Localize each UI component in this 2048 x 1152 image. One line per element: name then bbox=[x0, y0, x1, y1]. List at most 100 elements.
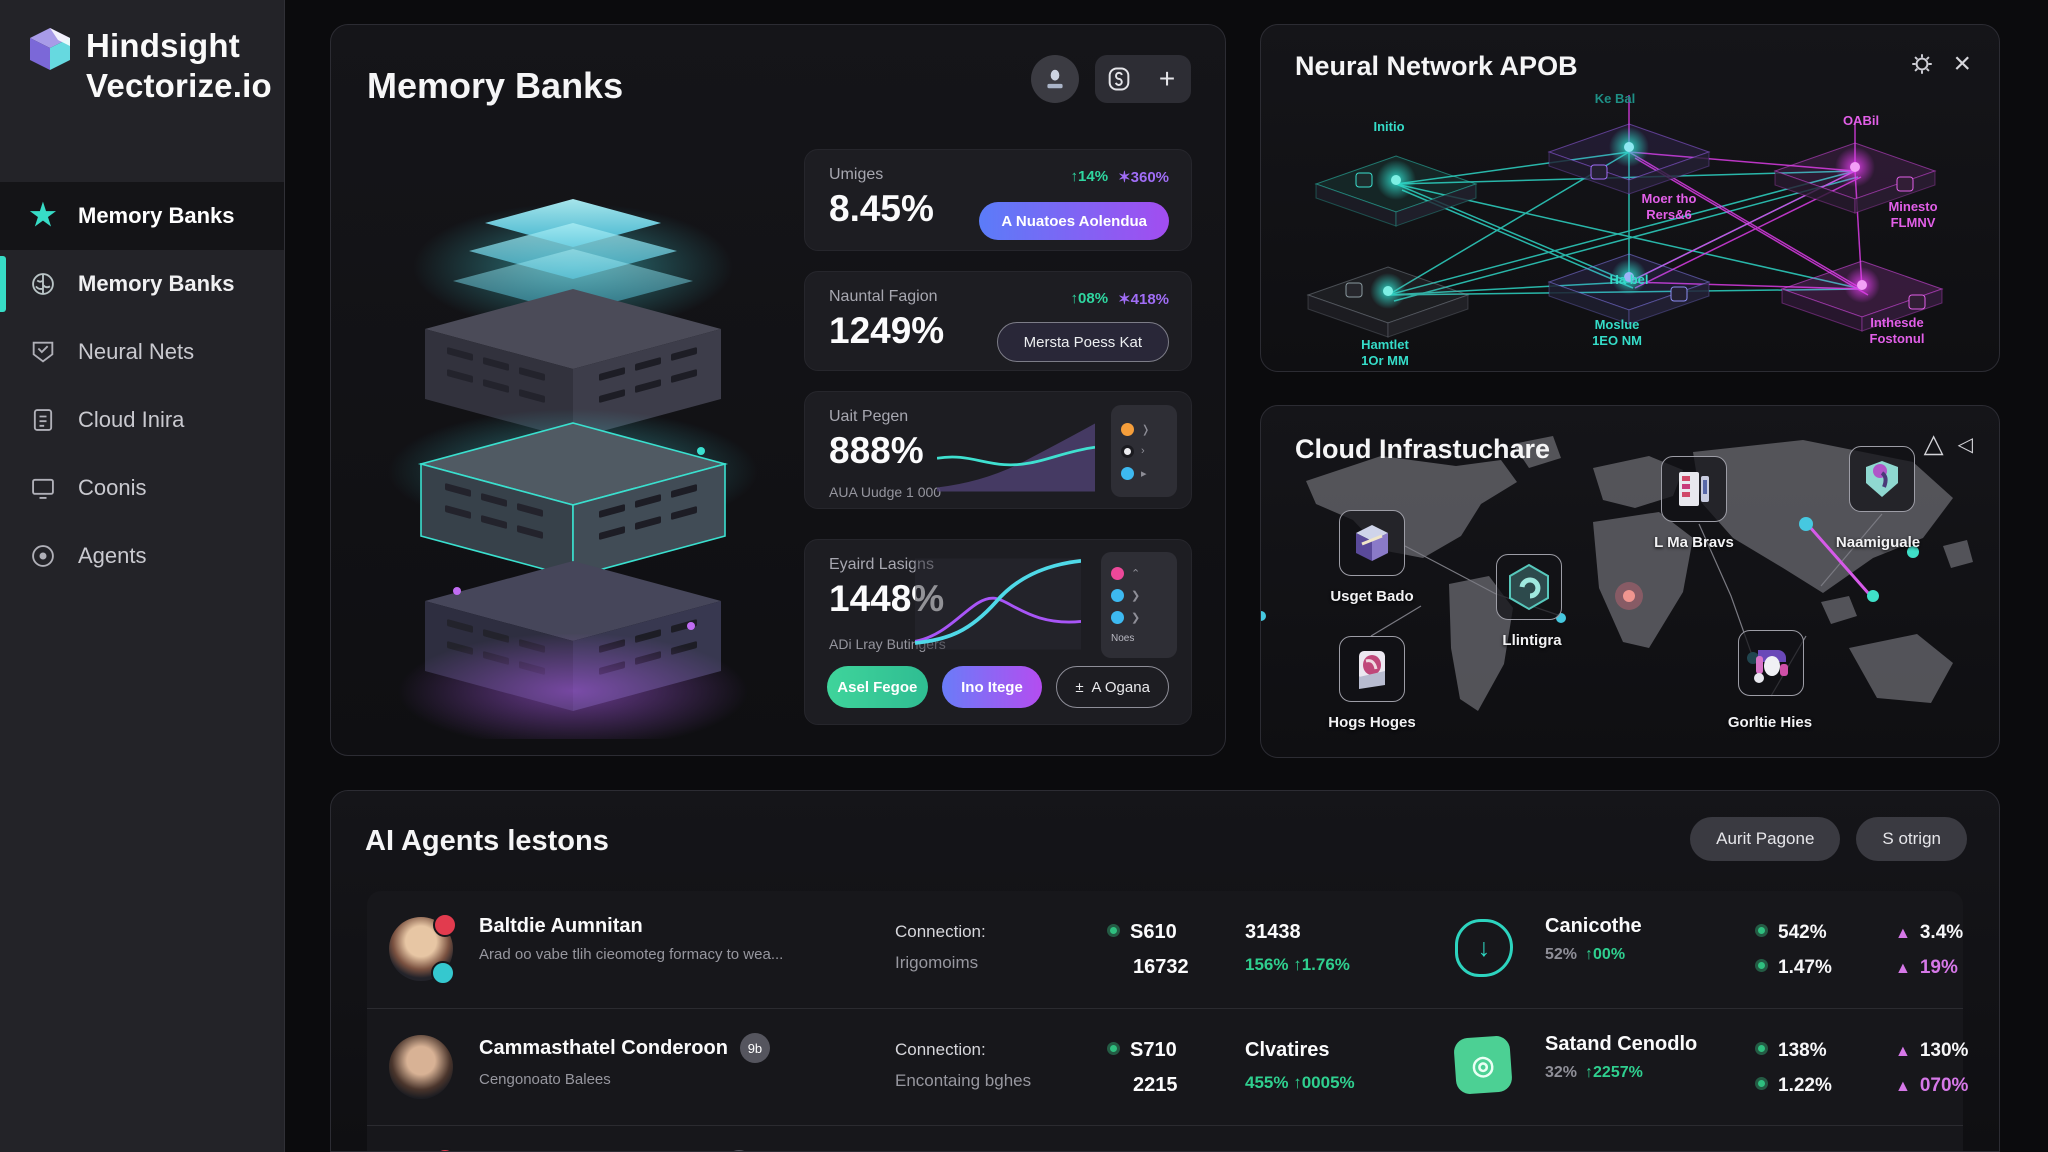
small-triangle-icon[interactable]: ◁ bbox=[1957, 434, 1973, 456]
sidebar-item-memory-banks[interactable]: ★ Memory Banks bbox=[0, 182, 284, 250]
green-dot bbox=[1107, 1042, 1120, 1055]
stat-card-nauntal-fagion: Nauntal Fagion 1249% ↑08% ✶418% Mersta P… bbox=[804, 271, 1192, 371]
ino-itege-button[interactable]: Ino Itege bbox=[941, 666, 1043, 708]
page-title: Memory Banks bbox=[367, 65, 624, 106]
sidebar-item-label: Coonis bbox=[78, 475, 147, 500]
neural-panel-title: Neural Network APOB bbox=[1295, 51, 1578, 81]
add-button[interactable]: + bbox=[1143, 55, 1191, 103]
connection-cell: Connection: Encontaing bghes bbox=[895, 1040, 1032, 1090]
shield-icon bbox=[1866, 461, 1898, 497]
gear-icon[interactable] bbox=[1909, 51, 1935, 77]
sidebar-item-label: Agents bbox=[78, 543, 147, 568]
table-row[interactable]: Cammasthatel Conderoon 9b Cengonoato Bale… bbox=[367, 1008, 1968, 1124]
s-otrign-button[interactable]: S otrign bbox=[1856, 817, 1967, 861]
green-metrics-cell: 542% 1.47% bbox=[1755, 915, 1832, 985]
network-diagram bbox=[1306, 95, 1944, 338]
sidebar-item-memory-banks-2[interactable]: Memory Banks bbox=[0, 250, 284, 318]
warning-triangle-icon[interactable]: △ bbox=[1923, 428, 1944, 458]
table-row[interactable]: Eambeslan Bed Bidanad Connection: 1413 1… bbox=[367, 1125, 1963, 1151]
aurit-pagone-button[interactable]: Aurit Pagone bbox=[1690, 817, 1841, 861]
grid-icon bbox=[1108, 67, 1130, 91]
agent-identity: Cammasthatel Conderoon 9b Cengonoato Bale… bbox=[479, 1033, 770, 1088]
hexagon-icon bbox=[1509, 563, 1549, 611]
document-icon bbox=[28, 405, 58, 435]
plus-icon: + bbox=[1158, 63, 1176, 94]
location-naamiguale[interactable] bbox=[1849, 446, 1915, 512]
sparkline-legend: ❭ › ▸ bbox=[1111, 405, 1177, 497]
asel-fegoe-button[interactable]: Asel Fegoe bbox=[827, 666, 928, 708]
logo-cube-icon bbox=[28, 26, 72, 77]
sidebar-item-neural-nets[interactable]: Neural Nets bbox=[0, 318, 284, 386]
value-cell: S710 2215 bbox=[1107, 1033, 1178, 1103]
agent-metric-cell: Satand Cenodlo 32% ↑2257% bbox=[1545, 1033, 1698, 1081]
status-badge-teal bbox=[431, 961, 455, 985]
table-row[interactable]: Baltdie Aumnitan Arad oo vabe tlih cieom… bbox=[367, 891, 1963, 1007]
agent-icon-cell: ◎ bbox=[1453, 1035, 1513, 1095]
node-label: Ha bel bbox=[1609, 272, 1649, 287]
location-label: Llintigra bbox=[1502, 632, 1562, 649]
sidebar-item-label: Neural Nets bbox=[78, 339, 195, 364]
agent-identity: Eambeslan Bed Bidanad bbox=[479, 1150, 755, 1151]
memory-grid-button[interactable] bbox=[1095, 55, 1143, 103]
sidebar-item-coonis[interactable]: Coonis bbox=[0, 454, 284, 522]
delta-up: ↑08% bbox=[1070, 290, 1109, 307]
monitor-icon bbox=[28, 473, 58, 503]
location-label: Naamiguale bbox=[1835, 534, 1921, 551]
node-label: Initio bbox=[1373, 119, 1405, 134]
neural-network-panel: Neural Network APOB × Ke Bal Initio OABi… bbox=[1260, 24, 2000, 372]
count-badge bbox=[724, 1150, 755, 1151]
stat-card-umiges: Umiges 8.45% ↑14% ✶360% A Nuatoes Aolend… bbox=[804, 149, 1192, 251]
pink-triangle-icon: ▲ bbox=[1895, 1078, 1911, 1096]
stat-card-buttons: Asel Fegoe Ino Itege ± A Ogana bbox=[827, 666, 1169, 708]
user-avatar-button[interactable] bbox=[1031, 55, 1079, 103]
sparkline-legend: ⌃ ❯ ❯ Noes bbox=[1101, 552, 1177, 658]
node-label: Moer tho Rers&6 bbox=[1641, 191, 1697, 223]
location-l-ma-bravs[interactable] bbox=[1661, 456, 1727, 522]
agent-metric-cell: Canicothe 52% ↑00% bbox=[1545, 915, 1642, 963]
sidebar-item-label: Memory Banks bbox=[78, 271, 235, 296]
sidebar-item-label: Cloud Inira bbox=[78, 407, 185, 432]
agent-identity: Baltdie Aumnitan Arad oo vabe tlih cieom… bbox=[479, 915, 784, 963]
sparkline-chart bbox=[937, 423, 1095, 492]
stat-label: Uait Pegen bbox=[829, 408, 909, 425]
sparkline-chart bbox=[915, 558, 1081, 650]
pink-metrics-cell: ▲ 3.4% ▲ 19% bbox=[1895, 922, 1964, 979]
stat-action-button[interactable]: A Nuatoes Aolendua bbox=[979, 202, 1169, 240]
sidebar-item-cloud-inira[interactable]: Cloud Inira bbox=[0, 386, 284, 454]
location-label: Gorltie Hies bbox=[1727, 714, 1813, 731]
agents-actions: Aurit Pagone S otrign bbox=[1690, 817, 1967, 861]
location-label: Usget Bado bbox=[1330, 588, 1414, 605]
location-gorltie-hies[interactable] bbox=[1738, 630, 1804, 696]
delta-up: ↑14% bbox=[1070, 168, 1109, 185]
logo: Hindsight Vectorize.io bbox=[0, 0, 284, 107]
stat-action-button[interactable]: Mersta Poess Kat bbox=[996, 322, 1169, 362]
cloud-panel-icons: △ ◁ bbox=[1924, 428, 1973, 459]
delta-alt: ✶418% bbox=[1118, 291, 1169, 308]
avatar bbox=[389, 913, 457, 985]
node-label: Hamtlet 1Or MM bbox=[1361, 337, 1409, 369]
status-badge-red bbox=[433, 1148, 457, 1151]
person-icon bbox=[1047, 69, 1063, 89]
status-badge-red bbox=[433, 913, 457, 937]
stat-deltas: ↑14% ✶360% bbox=[1071, 168, 1169, 186]
location-llintigra[interactable] bbox=[1496, 554, 1562, 620]
green-metrics-cell: 138% 1.22% bbox=[1755, 1033, 1832, 1103]
cloud-infrastructure-panel: Cloud Infrastuchare △ ◁ Usget Bado L Ma … bbox=[1260, 405, 2000, 758]
panel-action-group: + bbox=[1095, 55, 1191, 103]
cluster-icon bbox=[1754, 650, 1788, 683]
node-label: Inthesde Fostonul bbox=[1869, 315, 1925, 347]
location-usget-bado[interactable] bbox=[1339, 510, 1405, 576]
target-icon bbox=[28, 541, 58, 571]
location-label: L Ma Bravs bbox=[1654, 534, 1734, 551]
green-dot bbox=[1107, 924, 1120, 937]
sidebar-item-agents[interactable]: Agents bbox=[0, 522, 284, 590]
location-hogs-hoges[interactable] bbox=[1339, 636, 1405, 702]
agent-icon-cell: ↓ bbox=[1455, 919, 1513, 977]
shield-check-icon bbox=[28, 337, 58, 367]
download-circle-icon: ↓ bbox=[1455, 919, 1513, 977]
a-ogana-button[interactable]: ± A Ogana bbox=[1056, 666, 1169, 708]
stat-label: Eyaird Lasigns bbox=[829, 556, 934, 573]
close-icon[interactable]: × bbox=[1953, 47, 1971, 80]
pink-triangle-icon: ▲ bbox=[1895, 960, 1911, 978]
location-label: Hogs Hoges bbox=[1328, 714, 1416, 731]
